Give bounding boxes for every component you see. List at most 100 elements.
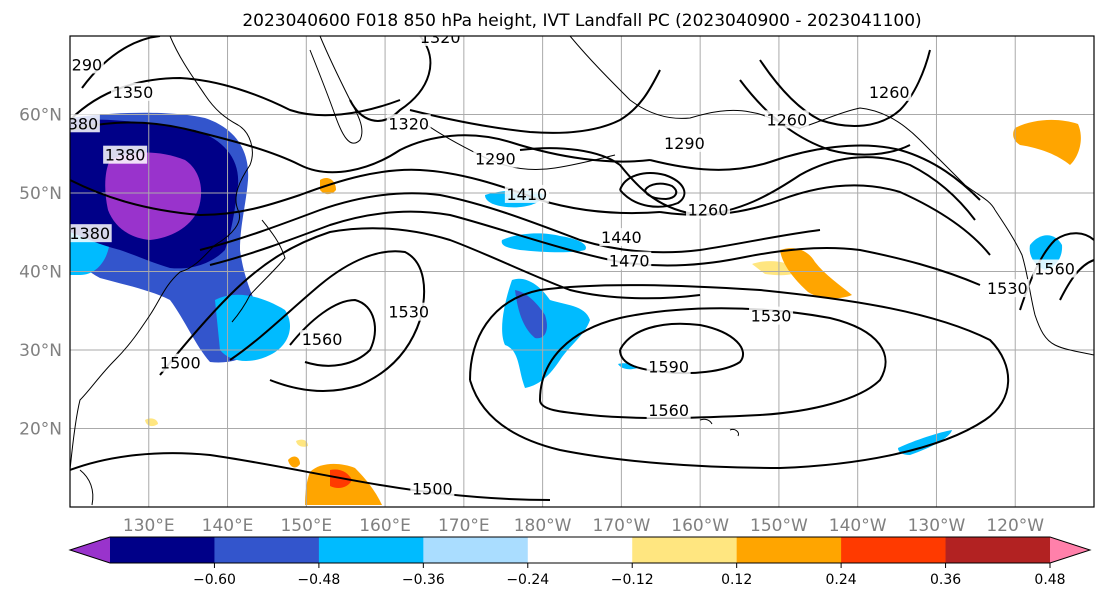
map-frame bbox=[69, 35, 1095, 508]
fill-region-japan-l4 bbox=[215, 294, 290, 362]
contour-label: 1290 bbox=[664, 134, 705, 153]
contour-1320-mid bbox=[409, 69, 661, 134]
coastline-kamchatka bbox=[309, 36, 363, 144]
contour-label-bg bbox=[646, 357, 691, 376]
contour-1260-ne bbox=[759, 49, 931, 127]
fill-region-subtropical-1-l4 bbox=[618, 363, 638, 370]
contour-label: 1380 bbox=[58, 114, 99, 133]
contour-label: 1530 bbox=[751, 307, 792, 326]
colorbar-tick-label: 0.36 bbox=[930, 572, 961, 588]
contour-label-bg bbox=[662, 133, 707, 152]
colorbar-swatch bbox=[318, 537, 424, 563]
contour-1290-west bbox=[81, 36, 161, 89]
contour-label-bg bbox=[607, 251, 652, 270]
latitude-tick-labels: 60°N 50°N 40°N 30°N 20°N bbox=[19, 106, 62, 440]
fill-region-small-1-l6 bbox=[145, 418, 158, 427]
contour-label: 1530 bbox=[388, 303, 429, 322]
map-plot-area: 1290 1320 1350 1380 1320 1290 1380 1410 1380 1440… bbox=[58, 28, 1094, 507]
fill-region-gulf-alaska-l7 bbox=[780, 248, 852, 299]
contour-label: 1320 bbox=[388, 114, 429, 133]
contour-label-bg bbox=[504, 184, 549, 203]
contour-label-bg bbox=[1032, 259, 1077, 278]
lon-tick-label: 130°E bbox=[123, 516, 175, 536]
contour-label-bg bbox=[418, 36, 463, 46]
contour-1410 bbox=[70, 168, 661, 217]
fill-region-tropical-w2-l7 bbox=[288, 456, 300, 468]
fill-region-canada-l7 bbox=[1013, 119, 1081, 165]
colorbar-swatch bbox=[527, 537, 633, 563]
contour-label-bg bbox=[985, 279, 1030, 298]
contour-label: 1410 bbox=[507, 185, 548, 204]
coastline-hawaii bbox=[699, 418, 739, 437]
contour-1260-loop bbox=[619, 172, 686, 208]
colorbar-swatch bbox=[945, 537, 1051, 563]
colorbar-extend-low bbox=[70, 537, 110, 563]
contour-1560-east bbox=[539, 307, 887, 420]
contour-label: 1500 bbox=[412, 479, 453, 498]
coastline-japan bbox=[231, 219, 286, 323]
contour-label: 1590 bbox=[648, 358, 689, 377]
contour-label: 1260 bbox=[688, 201, 729, 220]
lon-tick-label: 160°W bbox=[671, 516, 729, 536]
fill-region-small-2-l6 bbox=[296, 439, 308, 447]
lon-tick-label: 180°W bbox=[514, 516, 572, 536]
contour-1500-south bbox=[70, 452, 551, 501]
colorbar-extend-high bbox=[1050, 537, 1090, 563]
lat-tick-label: 50°N bbox=[19, 184, 62, 204]
colorbar-swatch bbox=[736, 537, 842, 563]
contour-label-bg bbox=[70, 114, 100, 133]
colorbar-tick-label: −0.48 bbox=[297, 572, 340, 588]
graticule bbox=[70, 36, 1094, 507]
lon-tick-label: 160°E bbox=[359, 516, 411, 536]
contour-label: 1560 bbox=[1034, 260, 1075, 279]
contour-label-bg bbox=[300, 330, 345, 349]
contour-label: 1320 bbox=[420, 28, 461, 47]
contour-label: 1560 bbox=[648, 401, 689, 420]
lon-tick-label: 140°W bbox=[829, 516, 887, 536]
lat-tick-label: 60°N bbox=[19, 106, 62, 126]
lon-tick-label: 170°E bbox=[438, 516, 490, 536]
colorbar-tick-label: −0.24 bbox=[506, 572, 549, 588]
contour-label-bg bbox=[111, 82, 156, 101]
lon-tick-label: 130°W bbox=[908, 516, 966, 536]
contour-label: 1440 bbox=[601, 228, 642, 247]
contour-label: 1260 bbox=[869, 83, 910, 102]
contour-label-bg bbox=[764, 110, 809, 129]
height-contours bbox=[70, 36, 1094, 501]
coastline-aleutians bbox=[419, 119, 616, 171]
contour-label-bg bbox=[103, 145, 148, 164]
longitude-tick-labels: 130°E 140°E 150°E 160°E 170°E 180°W 170°W 160°W… bbox=[123, 516, 1044, 536]
contour-label: 1500 bbox=[160, 354, 201, 373]
fill-region-hawaii-l4 bbox=[898, 430, 952, 455]
fill-region-mid-pacific-l3 bbox=[515, 290, 547, 339]
contour-label: 1350 bbox=[113, 83, 154, 102]
contour-label: 1470 bbox=[609, 252, 650, 271]
lon-tick-label: 150°W bbox=[750, 516, 808, 536]
lon-tick-label: 140°E bbox=[202, 516, 254, 536]
colorbar-outline bbox=[68, 536, 1092, 564]
contour-label-bg bbox=[70, 55, 104, 74]
colorbar-tick-label: −0.12 bbox=[611, 572, 654, 588]
contour-1560-west bbox=[289, 298, 376, 367]
figure-title: 2023040600 F018 850 hPa height, IVT Land… bbox=[242, 11, 921, 31]
colorbar-tick-label: 0.24 bbox=[826, 572, 857, 588]
coastline-philippines bbox=[79, 469, 94, 506]
coastline-north-america bbox=[994, 209, 1094, 356]
colorbar-swatch bbox=[423, 537, 529, 563]
colorbar: −0.60 −0.48 −0.36 −0.24 −0.12 0.12 0.24 0.36 0.4… bbox=[68, 536, 1092, 588]
contour-label-bg bbox=[646, 400, 691, 419]
contour-label-bg bbox=[867, 82, 912, 101]
lon-tick-label: 170°W bbox=[593, 516, 651, 536]
fill-region-east-asia-l1 bbox=[105, 152, 202, 240]
contour-1290-ne bbox=[739, 79, 911, 156]
contour-label: 1380 bbox=[105, 146, 146, 165]
contour-labels: 1290 1320 1350 1380 1320 1290 1380 1410 1380 1440… bbox=[58, 28, 1077, 498]
contour-1260-inner bbox=[644, 182, 678, 201]
colorbar-swatch bbox=[110, 537, 215, 563]
contour-1320-loop bbox=[349, 36, 432, 122]
colorbar-tick-label: 0.48 bbox=[1034, 572, 1065, 588]
colorbar-swatch bbox=[841, 537, 947, 563]
contour-label-bg bbox=[473, 149, 518, 168]
